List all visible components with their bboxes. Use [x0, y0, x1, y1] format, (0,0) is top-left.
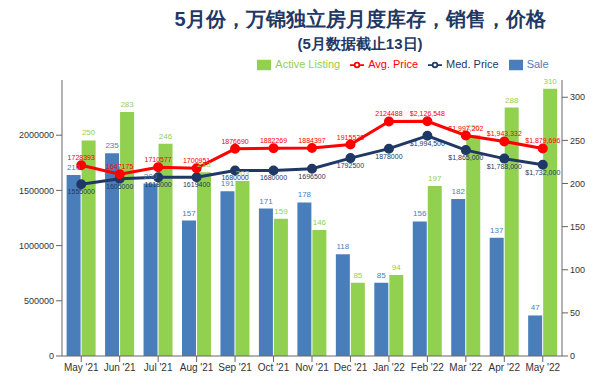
- svg-text:1710577: 1710577: [145, 156, 172, 163]
- svg-text:1618000: 1618000: [145, 181, 172, 188]
- svg-text:$1,997,202: $1,997,202: [448, 125, 483, 132]
- svg-text:$2,126,548: $2,126,548: [410, 110, 445, 117]
- html-text:Avg. Price: Avg. Price: [368, 58, 419, 70]
- svg-text:246: 246: [159, 132, 173, 141]
- svg-text:Aug '21: Aug '21: [180, 362, 214, 373]
- svg-text:May '21: May '21: [64, 362, 99, 373]
- svg-text:Dec '21: Dec '21: [334, 362, 368, 373]
- svg-text:1647175: 1647175: [106, 163, 133, 170]
- svg-text:171: 171: [259, 197, 273, 206]
- svg-text:178: 178: [298, 190, 312, 199]
- svg-text:2000000: 2000000: [19, 130, 54, 140]
- svg-text:Feb '22: Feb '22: [411, 362, 444, 373]
- svg-text:159: 159: [274, 207, 288, 216]
- svg-text:0: 0: [570, 351, 575, 361]
- svg-text:146: 146: [313, 218, 327, 227]
- svg-text:235: 235: [105, 141, 119, 150]
- svg-text:Mar '22: Mar '22: [449, 362, 482, 373]
- html-text:Active Listing: Active Listing: [275, 58, 341, 70]
- svg-text:197: 197: [428, 174, 442, 183]
- svg-text:Sep '21: Sep '21: [218, 362, 252, 373]
- svg-text:Nov '21: Nov '21: [295, 362, 329, 373]
- svg-text:94: 94: [392, 263, 401, 272]
- svg-text:210: 210: [67, 163, 81, 172]
- svg-text:0: 0: [49, 351, 54, 361]
- html-text:(5月数据截止13日): (5月数据截止13日): [297, 35, 423, 52]
- svg-text:182: 182: [452, 187, 466, 196]
- svg-text:1000000: 1000000: [19, 241, 54, 251]
- svg-text:$1,879,696: $1,879,696: [525, 137, 560, 144]
- svg-text:250: 250: [570, 136, 585, 146]
- svg-text:$1,732,000: $1,732,000: [525, 169, 560, 176]
- svg-text:300: 300: [570, 92, 585, 102]
- svg-text:1619400: 1619400: [183, 181, 210, 188]
- svg-text:85: 85: [353, 271, 362, 280]
- svg-text:1680000: 1680000: [260, 174, 287, 181]
- svg-text:1878000: 1878000: [375, 153, 402, 160]
- html-text:Sale: Sale: [526, 58, 549, 70]
- svg-text:137: 137: [490, 226, 504, 235]
- svg-text:200: 200: [144, 172, 158, 181]
- svg-text:500000: 500000: [24, 296, 54, 306]
- svg-text:1882269: 1882269: [260, 137, 287, 144]
- svg-text:Apr '22: Apr '22: [489, 362, 521, 373]
- svg-text:118: 118: [336, 242, 349, 251]
- svg-text:$1,788,000: $1,788,000: [487, 163, 522, 170]
- svg-text:50: 50: [570, 308, 580, 318]
- svg-text:$1,994,500: $1,994,500: [410, 140, 445, 147]
- svg-text:Jan '22: Jan '22: [373, 362, 405, 373]
- svg-text:1680000: 1680000: [221, 174, 248, 181]
- svg-text:1696500: 1696500: [298, 173, 325, 180]
- svg-text:Jun '21: Jun '21: [104, 362, 136, 373]
- svg-text:200: 200: [570, 179, 585, 189]
- svg-text:$1,943,332: $1,943,332: [487, 130, 522, 137]
- html-text:5月份，万锦独立房月度库存，销售，价格: 5月份，万锦独立房月度库存，销售，价格: [174, 8, 546, 30]
- svg-text:156: 156: [413, 209, 427, 218]
- svg-text:85: 85: [377, 271, 386, 280]
- svg-text:157: 157: [182, 209, 196, 218]
- svg-text:1876690: 1876690: [221, 138, 248, 145]
- svg-text:$1,865,000: $1,865,000: [448, 154, 483, 161]
- svg-text:Oct '21: Oct '21: [258, 362, 290, 373]
- html-text:Med. Price: Med. Price: [446, 58, 499, 70]
- svg-text:310: 310: [543, 77, 557, 86]
- svg-text:100: 100: [570, 265, 585, 275]
- svg-text:1884397: 1884397: [298, 137, 325, 144]
- svg-text:191: 191: [220, 179, 235, 189]
- svg-text:1700951: 1700951: [183, 157, 210, 164]
- svg-text:47: 47: [531, 303, 540, 312]
- svg-text:250: 250: [82, 128, 96, 137]
- svg-text:283: 283: [120, 100, 134, 109]
- svg-text:May '22: May '22: [525, 362, 560, 373]
- svg-text:1555000: 1555000: [68, 188, 95, 195]
- svg-text:1500000: 1500000: [19, 186, 54, 196]
- svg-text:288: 288: [505, 96, 519, 105]
- svg-text:1792500: 1792500: [337, 162, 364, 169]
- svg-text:203: 203: [235, 168, 250, 178]
- svg-text:1605000: 1605000: [106, 183, 133, 190]
- svg-text:Jul '21: Jul '21: [144, 362, 173, 373]
- svg-text:2124488: 2124488: [375, 110, 402, 117]
- svg-text:1728393: 1728393: [68, 154, 95, 161]
- svg-text:213: 213: [197, 160, 211, 170]
- svg-text:150: 150: [570, 222, 585, 232]
- svg-text:1915528: 1915528: [337, 134, 364, 141]
